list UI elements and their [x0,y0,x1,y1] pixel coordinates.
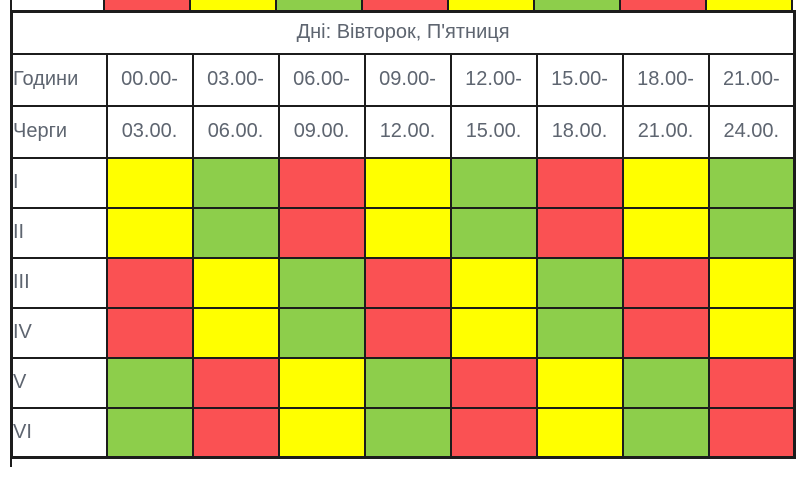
schedule-cell-yellow [449,256,538,309]
queue-row-III: III [10,256,796,309]
time-end-cell: 18.00. [535,104,624,159]
schedule-cell-yellow [105,156,194,209]
next-table-top-edge [10,459,780,467]
schedule-cell-red [707,356,796,409]
schedule-cell-yellow [363,156,452,209]
schedule-cell-green [277,256,366,309]
schedule-cell-green [535,256,624,309]
schedule-cell-green [449,206,538,259]
schedule-cell-yellow [105,206,194,259]
schedule-cell-yellow [191,306,280,359]
schedule-cell-yellow [707,306,796,359]
schedule-cell-red [191,406,280,459]
queue-row-IV: IV [10,306,796,359]
schedule-cell-green [707,206,796,259]
schedule-cell-green [449,156,538,209]
schedule-cell-green [621,406,710,459]
queue-label: V [10,356,108,409]
schedule-cell-yellow [191,256,280,309]
previous-row-cell [449,0,535,10]
previous-row-label-cell [12,0,105,10]
time-end-cell: 15.00. [449,104,538,159]
schedule-cell-yellow [535,406,624,459]
schedule-cell-yellow [449,306,538,359]
schedule-cell-green [105,356,194,409]
time-start-cell: 00.00- [105,52,194,107]
hour-starts-row: Години 00.00- 03.00- 06.00- 09.00- 12.00- 15.… [10,52,796,107]
schedule-cell-green [105,406,194,459]
previous-row-cell [535,0,621,10]
previous-table-bottom-row [10,0,793,10]
previous-row-cell [191,0,277,10]
previous-row-cell [621,0,707,10]
schedule-cell-green [621,356,710,409]
schedule-cell-yellow [707,256,796,309]
schedule-cell-red [535,156,624,209]
schedule-cell-green [707,156,796,209]
time-start-cell: 18.00- [621,52,710,107]
queue-row-II: II [10,206,796,259]
schedule-cell-red [191,356,280,409]
schedule-cell-red [449,406,538,459]
queue-label: I [10,156,108,209]
time-start-cell: 15.00- [535,52,624,107]
schedule-cell-red [621,256,710,309]
schedule-cell-green [535,306,624,359]
schedule-cell-yellow [621,206,710,259]
schedule-cell-red [105,256,194,309]
schedule-cell-red [277,156,366,209]
time-end-cell: 03.00. [105,104,194,159]
schedule-cell-yellow [535,356,624,409]
schedule-cell-yellow [277,406,366,459]
outage-schedule-table: Дні: Вівторок, П'ятниця Години 00.00- 03.… [10,10,797,459]
schedule-cell-yellow [363,206,452,259]
schedule-cell-green [277,306,366,359]
queues-label: Черги [10,104,108,159]
queue-label: III [10,256,108,309]
time-start-cell: 21.00- [707,52,796,107]
schedule-cell-red [707,406,796,459]
schedule-cell-green [191,206,280,259]
schedule-cell-green [363,406,452,459]
queue-label: II [10,206,108,259]
schedule-cell-red [449,356,538,409]
queue-label: IV [10,306,108,359]
time-start-cell: 06.00- [277,52,366,107]
title-row: Дні: Вівторок, П'ятниця [10,10,796,55]
schedule-days-title: Дні: Вівторок, П'ятниця [10,10,796,55]
time-end-cell: 24.00. [707,104,796,159]
time-end-cell: 06.00. [191,104,280,159]
time-end-cell: 12.00. [363,104,452,159]
schedule-cell-red [363,306,452,359]
time-end-cell: 21.00. [621,104,710,159]
previous-row-cell [363,0,449,10]
queue-row-I: I [10,156,796,209]
schedule-cell-green [191,156,280,209]
schedule-cell-yellow [621,156,710,209]
time-start-cell: 12.00- [449,52,538,107]
queue-row-V: V [10,356,796,409]
schedule-cell-red [277,206,366,259]
schedule-cell-red [621,306,710,359]
hours-label: Години [10,52,108,107]
schedule-cell-red [105,306,194,359]
previous-row-cell [277,0,363,10]
time-start-cell: 03.00- [191,52,280,107]
time-start-cell: 09.00- [363,52,452,107]
previous-row-cell [105,0,191,10]
schedule-cell-green [363,356,452,409]
schedule-cell-red [535,206,624,259]
queue-row-VI: VI [10,406,796,459]
schedule-cell-red [363,256,452,309]
queue-label: VI [10,406,108,459]
hour-ends-row: Черги 03.00. 06.00. 09.00. 12.00. 15.00. 18.0… [10,104,796,159]
time-end-cell: 09.00. [277,104,366,159]
schedule-cell-yellow [277,356,366,409]
previous-row-cell [707,0,793,10]
